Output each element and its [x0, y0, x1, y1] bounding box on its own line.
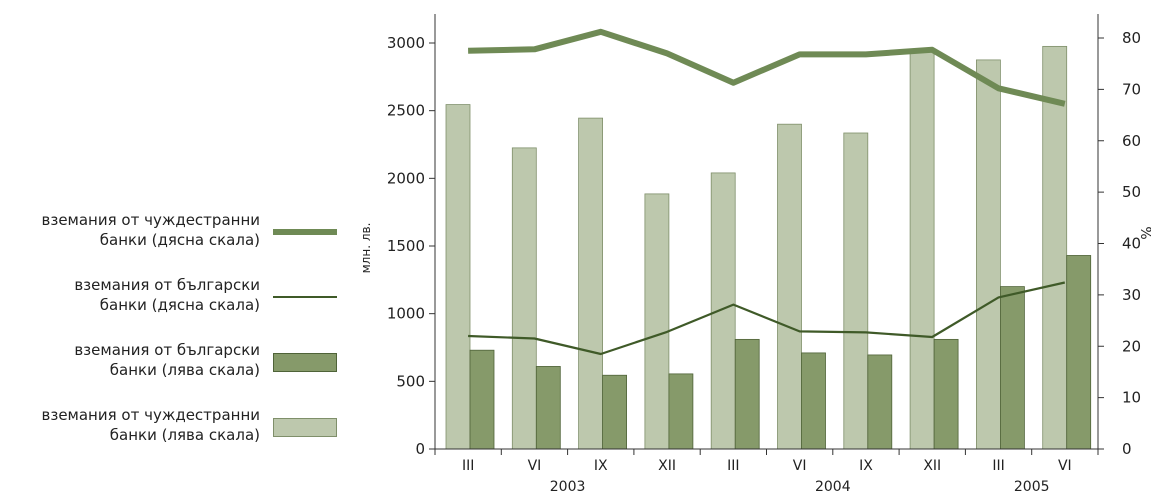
bar-bulgarian-7: [933, 338, 959, 450]
line-foreign-right: [468, 28, 1066, 107]
left-tick-label-3000: 3000: [387, 34, 425, 52]
right-tick-label-30: 30: [1122, 286, 1141, 304]
left-tick-label-2500: 2500: [387, 102, 425, 120]
legend-item: вземания от български банки (дясна скала): [0, 275, 345, 325]
x-tick-label-6: IX: [859, 458, 873, 474]
legend-item: вземания от чуждестранни банки (дясна ска…: [0, 210, 345, 260]
year-label-2004: 2004: [815, 479, 851, 495]
year-label-2005: 2005: [1014, 479, 1050, 495]
left-tick-label-2000: 2000: [387, 169, 425, 187]
legend-label-line: вземания от български: [74, 276, 260, 294]
bar-bulgarian-5: [801, 352, 826, 450]
bar-foreign-4: [710, 172, 736, 450]
left-tick-label-1000: 1000: [387, 305, 425, 323]
bar-foreign-9: [1042, 45, 1068, 450]
right-tick-label-60: 60: [1122, 132, 1141, 150]
left-tick-label-500: 500: [396, 372, 425, 390]
bar-foreign-1: [511, 147, 537, 450]
legend-swatch: [273, 418, 337, 437]
right-tick-label-0: 0: [1122, 440, 1132, 458]
legend-swatch: [273, 295, 337, 299]
right-tick-label-10: 10: [1122, 389, 1141, 407]
right-tick-label-40: 40: [1122, 235, 1141, 253]
legend-swatch: [273, 229, 337, 235]
right-tick-label-80: 80: [1122, 29, 1141, 47]
bar-bulgarian-9: [1066, 255, 1092, 450]
x-tick-label-4: III: [727, 458, 739, 474]
legend-label-line: банки (лява скала): [109, 426, 260, 444]
bar-foreign-3: [644, 193, 670, 450]
legend-label: вземания от български банки (дясна скала): [0, 275, 260, 315]
legend-label: вземания от български банки (лява скала): [0, 340, 260, 380]
bar-foreign-8: [976, 59, 1001, 450]
bar-foreign-2: [578, 117, 603, 450]
bar-foreign-7: [909, 50, 935, 450]
legend-label-line: банки (дясна скала): [99, 296, 260, 314]
bar-bulgarian-4: [734, 338, 760, 450]
right-tick-label-70: 70: [1122, 80, 1141, 98]
x-tick-label-5: VI: [793, 458, 807, 474]
legend-label-line: банки (дясна скала): [99, 231, 260, 249]
bar-bulgarian-6: [867, 354, 893, 450]
bar-bulgarian-1: [535, 366, 561, 450]
legend-label-line: банки (лява скала): [109, 361, 260, 379]
bar-foreign-6: [843, 132, 869, 450]
x-tick-label-0: III: [462, 458, 474, 474]
legend-label: вземания от чуждестранни банки (лява скал…: [0, 405, 261, 445]
x-tick-label-9: VI: [1058, 458, 1072, 474]
legend-label-line: вземания от български: [74, 341, 260, 359]
x-tick-label-3: XII: [658, 458, 676, 474]
right-axis-title: %: [1137, 226, 1151, 239]
bar-foreign-5: [777, 123, 802, 450]
x-tick-label-8: III: [992, 458, 1004, 474]
bar-bulgarian-0: [469, 349, 495, 450]
legend-swatch: [273, 353, 337, 372]
right-tick-label-20: 20: [1122, 337, 1141, 355]
legend-item: вземания от български банки (лява скала): [0, 340, 345, 390]
line-bulgarian-right: [468, 281, 1066, 356]
bar-bulgarian-3: [668, 373, 694, 450]
left-tick-label-0: 0: [415, 440, 425, 458]
bar-bulgarian-2: [602, 374, 627, 450]
left-axis-title: млн. лв.: [359, 223, 373, 274]
bar-bulgarian-8: [1000, 286, 1025, 450]
x-tick-label-7: XII: [923, 458, 941, 474]
left-tick-label-1500: 1500: [387, 237, 425, 255]
legend-item: вземания от чуждестранни банки (лява скал…: [0, 405, 345, 455]
legend-label-line: вземания от чуждестранни: [41, 211, 261, 229]
legend-label: вземания от чуждестранни банки (дясна ска…: [0, 210, 261, 250]
x-tick-label-1: VI: [528, 458, 542, 474]
legend-label-line: вземания от чуждестранни: [41, 406, 261, 424]
x-tick-label-2: IX: [594, 458, 608, 474]
bar-foreign-0: [445, 104, 471, 450]
year-label-2003: 2003: [550, 479, 586, 495]
right-tick-label-50: 50: [1122, 183, 1141, 201]
